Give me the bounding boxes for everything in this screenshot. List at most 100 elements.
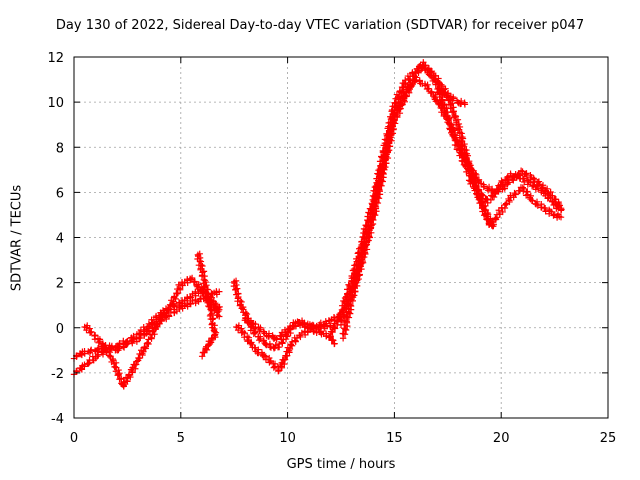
data-point — [274, 343, 282, 351]
data-point — [495, 188, 502, 195]
data-point — [436, 101, 443, 108]
data-point — [95, 339, 102, 346]
data-point — [362, 250, 369, 258]
data-point — [207, 315, 215, 323]
data-point — [160, 309, 167, 317]
data-point — [163, 310, 170, 317]
data-point — [262, 356, 270, 363]
data-point — [215, 308, 222, 315]
data-point — [81, 350, 88, 357]
data-point — [527, 175, 534, 183]
data-point — [455, 120, 463, 128]
data-point — [376, 181, 383, 189]
data-point — [294, 318, 301, 325]
data-point — [235, 293, 242, 301]
data-point — [327, 322, 334, 329]
data-point — [528, 197, 536, 205]
data-point — [517, 167, 525, 174]
data-point — [286, 345, 294, 353]
data-point — [336, 310, 344, 318]
y-tick-label: 0 — [56, 322, 64, 337]
data-point — [109, 355, 116, 363]
data-point — [507, 192, 514, 199]
series-track-c — [81, 274, 223, 390]
data-point — [549, 192, 556, 199]
x-tick-label: 25 — [600, 431, 617, 446]
data-point — [411, 73, 418, 80]
data-point — [486, 220, 493, 227]
data-point — [402, 92, 409, 100]
data-point — [86, 329, 94, 336]
data-point — [285, 326, 293, 333]
data-point — [472, 183, 479, 190]
data-point — [370, 216, 377, 224]
data-point — [440, 112, 448, 120]
data-point — [216, 313, 223, 320]
data-point — [281, 360, 288, 368]
data-point — [450, 114, 458, 121]
data-point — [251, 344, 258, 351]
series-drop-19h — [465, 175, 497, 230]
x-tick-label: 5 — [177, 431, 185, 446]
data-point — [370, 210, 377, 218]
data-point — [457, 100, 465, 107]
data-point — [175, 281, 182, 289]
data-point — [386, 142, 394, 150]
data-point — [400, 80, 408, 87]
data-point — [88, 346, 95, 353]
data-point — [325, 317, 333, 324]
data-point — [366, 234, 374, 241]
data-point — [438, 108, 445, 116]
data-point — [372, 198, 379, 206]
data-point — [441, 111, 449, 118]
data-point — [455, 126, 463, 133]
data-point — [397, 100, 405, 107]
data-point — [247, 327, 255, 334]
data-point — [96, 338, 103, 345]
y-tick-label: 2 — [56, 277, 64, 292]
data-point — [130, 332, 137, 340]
data-point — [197, 265, 204, 272]
x-tick-label: 20 — [493, 431, 510, 446]
data-point — [364, 230, 372, 237]
data-point — [339, 311, 347, 318]
data-point — [534, 202, 541, 209]
data-point — [165, 305, 173, 313]
data-point — [530, 175, 537, 182]
data-point — [211, 331, 219, 338]
data-point — [86, 349, 94, 356]
data-point — [328, 337, 335, 344]
data-point — [266, 359, 273, 366]
data-point — [339, 330, 347, 337]
data-point — [504, 180, 511, 187]
series-track-a — [70, 288, 223, 362]
data-point — [444, 94, 451, 101]
data-point — [143, 340, 151, 347]
data-point — [557, 204, 565, 212]
data-point — [457, 145, 464, 152]
data-point — [345, 281, 352, 288]
data-point — [457, 138, 465, 146]
data-point — [499, 179, 506, 186]
data-point — [368, 216, 376, 223]
data-point — [255, 349, 262, 357]
data-point — [114, 372, 121, 379]
series-rise-c — [339, 59, 565, 342]
data-point — [451, 112, 459, 120]
data-point — [135, 354, 142, 362]
data-point — [149, 320, 156, 327]
data-point — [428, 88, 435, 95]
data-point — [487, 218, 494, 226]
data-point — [427, 90, 434, 97]
data-point — [476, 193, 483, 201]
data-point — [384, 138, 392, 146]
data-layer — [70, 59, 565, 390]
data-point — [463, 154, 470, 161]
data-point — [124, 337, 131, 345]
data-point — [198, 353, 206, 360]
data-point — [205, 302, 212, 310]
series-track-f — [241, 315, 334, 343]
data-point — [243, 310, 251, 318]
data-point — [459, 142, 466, 149]
